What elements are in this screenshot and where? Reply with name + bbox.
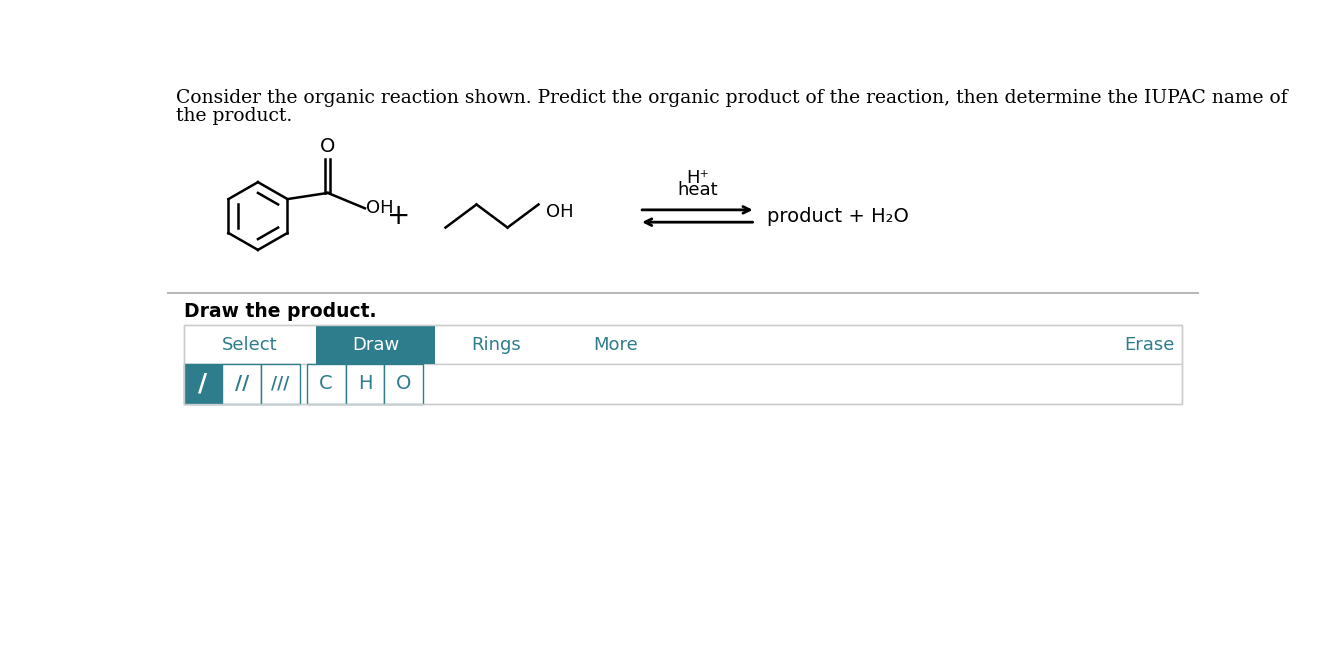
Bar (345, 364, 384, 404)
Text: OH: OH (366, 199, 393, 217)
Text: +: + (388, 202, 410, 230)
Text: Consider the organic reaction shown. Predict the organic product of the reaction: Consider the organic reaction shown. Pre… (176, 89, 1288, 107)
Bar (222, 364, 261, 404)
Text: Draw: Draw (352, 336, 400, 353)
Text: O: O (320, 137, 336, 156)
Text: //: // (234, 374, 249, 393)
Bar (184, 364, 1181, 404)
Bar (384, 364, 424, 404)
Text: C: C (320, 374, 333, 393)
Text: /: / (198, 372, 208, 396)
Bar (261, 364, 300, 404)
Bar (184, 364, 222, 404)
Text: H⁺: H⁺ (686, 168, 709, 187)
Bar (184, 325, 1181, 364)
Text: Rings: Rings (472, 336, 521, 353)
Text: product + H₂O: product + H₂O (767, 207, 908, 226)
Text: OH: OH (546, 203, 574, 221)
Text: H: H (358, 374, 372, 393)
Text: the product.: the product. (176, 107, 292, 124)
Text: ///: /// (272, 375, 289, 393)
Bar (316, 325, 434, 364)
Text: Erase: Erase (1124, 336, 1175, 353)
Bar (184, 325, 1181, 404)
Text: Select: Select (221, 336, 277, 353)
Bar (306, 364, 345, 404)
Text: O: O (396, 374, 412, 393)
Text: heat: heat (677, 181, 718, 199)
Text: Draw the product.: Draw the product. (184, 302, 376, 321)
Text: More: More (594, 336, 638, 353)
